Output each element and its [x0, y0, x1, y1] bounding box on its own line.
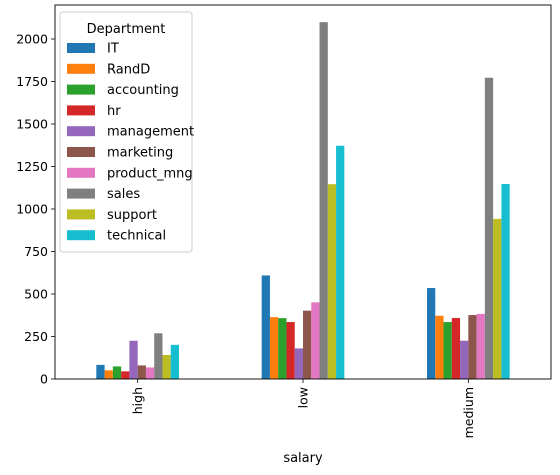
bar-hr-high — [121, 371, 130, 379]
bar-management-medium — [460, 340, 469, 379]
bar-technical-high — [170, 344, 179, 379]
bar-IT-high — [96, 364, 105, 379]
bar-RandD-high — [104, 370, 113, 379]
bar-RandD-low — [269, 317, 279, 379]
bar-accounting-low — [278, 318, 287, 379]
bar-sales-medium — [484, 77, 494, 379]
bar-product_mng-low — [311, 302, 320, 379]
legend-swatch-hr — [67, 105, 95, 116]
bar-support-medium — [493, 218, 502, 379]
bar-accounting-high — [112, 366, 122, 379]
bar-accounting-medium — [443, 322, 452, 379]
x-tick-label-high: high — [130, 387, 145, 414]
plot-frame — [54, 4, 552, 380]
legend-swatch-accounting — [67, 84, 95, 95]
legend-swatch-technical — [67, 230, 95, 241]
y-tick-label: 0 — [40, 372, 48, 387]
legend-label-product_mng: product_mng — [107, 166, 193, 181]
bar-RandD-medium — [435, 315, 444, 379]
bar-product_mng-medium — [476, 313, 485, 379]
legend-swatch-sales — [67, 188, 95, 199]
bar-IT-low — [261, 275, 270, 379]
y-tick-label: 750 — [24, 244, 48, 259]
bar-technical-low — [336, 145, 345, 379]
bar-sales-low — [319, 22, 328, 379]
legend-title: Department — [87, 22, 166, 37]
y-tick-label: 500 — [24, 287, 48, 302]
y-tick-label: 2000 — [16, 32, 48, 47]
bar-sales-high — [154, 333, 163, 379]
bars-group — [96, 22, 510, 379]
y-tick-label: 1750 — [16, 74, 48, 89]
y-tick-label: 250 — [24, 329, 48, 344]
legend-swatch-management — [67, 126, 95, 137]
bar-marketing-low — [303, 310, 312, 379]
bar-marketing-high — [137, 365, 146, 379]
bar-IT-medium — [427, 288, 436, 379]
y-tick-label: 1500 — [16, 117, 48, 132]
bar-support-low — [327, 184, 337, 379]
bar-hr-medium — [451, 317, 461, 379]
bar-hr-low — [286, 322, 295, 379]
bar-technical-medium — [501, 184, 510, 379]
legend-swatch-support — [67, 209, 95, 220]
x-tick-label-low: low — [296, 387, 311, 408]
legend-label-support: support — [107, 208, 157, 223]
legend-swatch-product_mng — [67, 167, 95, 178]
legend-swatch-marketing — [67, 147, 95, 157]
legend-label-accounting: accounting — [107, 83, 179, 98]
legend-label-RandD: RandD — [107, 62, 150, 77]
legend-label-sales: sales — [107, 187, 140, 202]
bar-marketing-medium — [468, 315, 477, 379]
legend-label-technical: technical — [107, 229, 166, 244]
x-axis-ticks: high low medium — [130, 379, 476, 438]
legend-label-management: management — [107, 125, 194, 140]
x-tick-label-medium: medium — [461, 387, 476, 438]
legend-label-IT: IT — [107, 42, 119, 57]
y-tick-label: 1000 — [16, 202, 48, 217]
bar-product_mng-high — [145, 367, 155, 379]
y-tick-label: 1250 — [16, 159, 48, 174]
legend-label-hr: hr — [107, 104, 121, 119]
bar-management-high — [129, 340, 138, 379]
legend-items: IT RandD accounting hr management marketing pr… — [67, 42, 194, 244]
bar-support-high — [162, 355, 171, 379]
y-axis-ticks: 0 250 500 750 1000 1250 1500 1750 2000 — [16, 32, 55, 387]
x-axis-label: salary — [283, 451, 323, 466]
legend-label-marketing: marketing — [107, 146, 173, 161]
legend-swatch-IT — [67, 43, 95, 53]
bar-management-low — [294, 348, 303, 379]
legend-swatch-RandD — [67, 63, 95, 74]
legend: Department IT RandD accounting hr management… — [59, 11, 194, 253]
